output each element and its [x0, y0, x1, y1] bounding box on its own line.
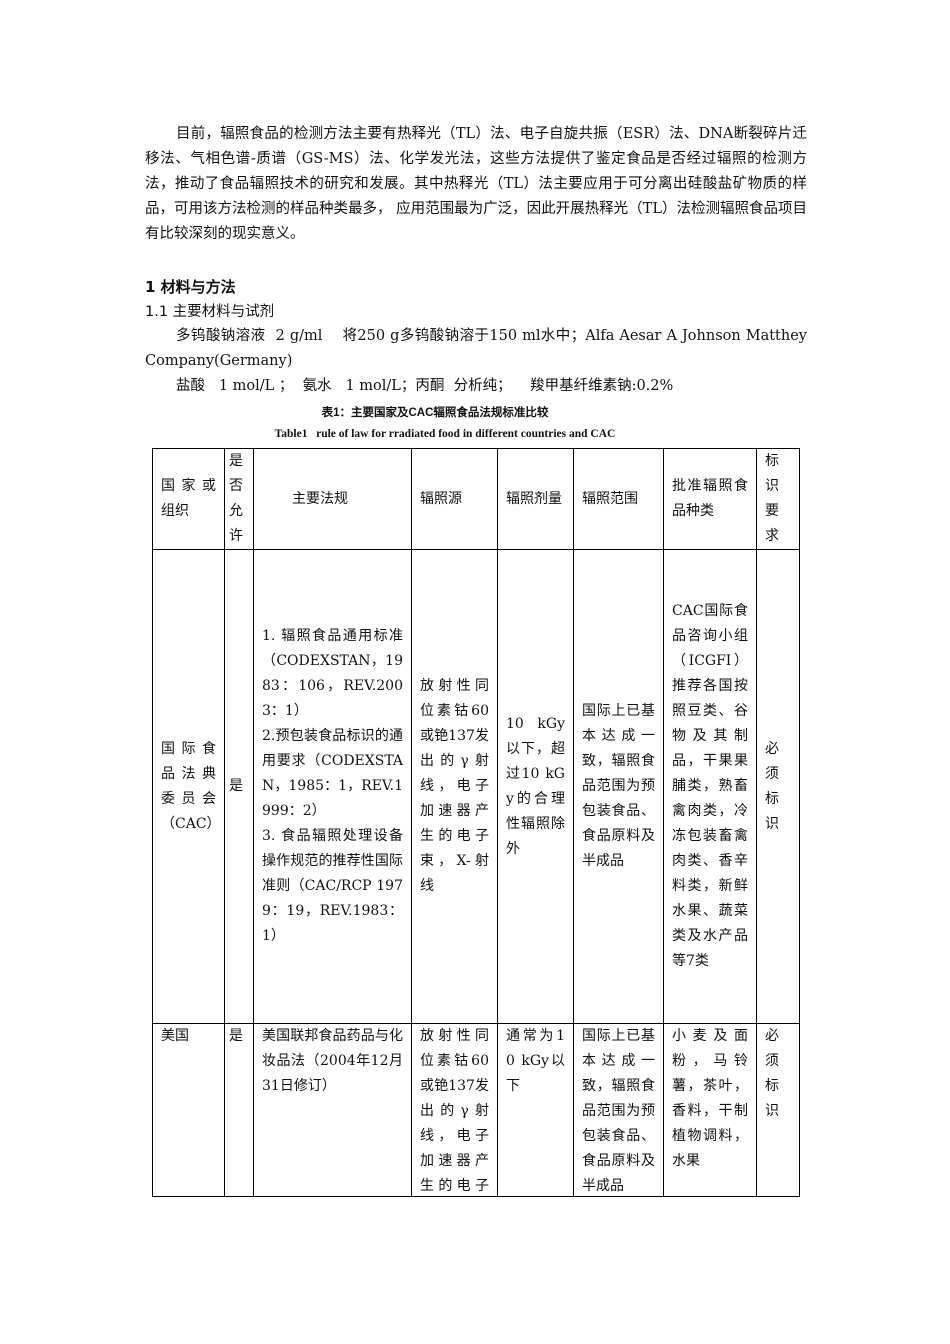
header-cell: 是否允许: [224, 448, 254, 550]
table-row: 美国 是 美国联邦食品药品与化妆品法（2004年12月31日修订） 放射性同位素…: [152, 1023, 800, 1197]
reagent-line-2: 盐酸 1 mol/L ； 氨水 1 mol/L；丙酮 分析纯； 羧甲基纤维素钠:…: [176, 378, 674, 394]
header-cell: 国家或组织: [152, 448, 225, 550]
table-bottom-border: [152, 1196, 800, 1197]
table-cell: 是: [224, 1023, 254, 1197]
table-cell: 放射性同位素钴60或铯137发出的γ射线，电子加速器产生的电子束: [411, 1023, 498, 1197]
reagent-line-1: 多钨酸钠溶液 2 g/ml 将250 g多钨酸钠溶于150 ml水中；Alfa …: [145, 328, 812, 369]
table-cell: 10 kGy以下，超过10 kGy的合理性辐照除外: [497, 549, 574, 1024]
table-cell: 国际食品法典委员会（CAC）: [152, 549, 225, 1024]
table-cell: 1. 辐照食品通用标准（CODEXSTAN，1983：106，REV.2003：…: [253, 549, 412, 1024]
table-cell: 国际上已基本达成一致，辐照食品范围为预包装食品、食品原料及半成品: [573, 1023, 664, 1197]
table-caption-en: Table1 rule of law for rradiated food in…: [274, 428, 616, 440]
header-cell: 标识要求: [756, 448, 800, 550]
header-cell: 辐照源: [411, 448, 498, 550]
header-cell: 辐照剂量: [497, 448, 574, 550]
table-cell: 必须标识: [756, 549, 800, 1024]
table-cell: 必须标识: [756, 1023, 800, 1197]
header-cell: 辐照范围: [573, 448, 664, 550]
subsection-heading: 1.1 主要材料与试剂: [145, 304, 275, 320]
table-row: 国际食品法典委员会（CAC） 是 1. 辐照食品通用标准（CODEXSTAN，1…: [152, 549, 800, 1024]
table-cell: 国际上已基本达成一致，辐照食品范围为预包装食品、食品原料及半成品: [573, 549, 664, 1024]
intro-paragraph: 目前，辐照食品的检测方法主要有热释光（TL）法、电子自旋共振（ESR）法、DNA…: [145, 126, 807, 242]
section-heading: 1 材料与方法: [145, 278, 236, 296]
table-container: 国家或组织 是否允许 主要法规 辐照源 辐照剂量 辐照范围 批准辐照食品种类 标…: [140, 440, 820, 1197]
header-cell: 批准辐照食品种类: [663, 448, 757, 550]
table-cell: 小麦及面粉，马铃薯，茶叶，香料，干制植物调料，水果: [663, 1023, 757, 1197]
table-cell: 是: [224, 549, 254, 1024]
table-cell: 美国: [152, 1023, 225, 1197]
table-cell: 美国联邦食品药品与化妆品法（2004年12月31日修订）: [253, 1023, 412, 1197]
table-cell: 通常为10 kGy以下: [497, 1023, 574, 1197]
regulation-table: 国家或组织 是否允许 主要法规 辐照源 辐照剂量 辐照范围 批准辐照食品种类 标…: [152, 448, 800, 1197]
table-header-row: 国家或组织 是否允许 主要法规 辐照源 辐照剂量 辐照范围 批准辐照食品种类 标…: [152, 448, 800, 550]
header-cell: 主要法规: [253, 448, 412, 550]
table-cell: 放射性同位素钴60或铯137发出的γ射线，电子加速器产生的电子束，X-射线: [411, 549, 498, 1024]
table-caption-cn: 表1：主要国家及CAC辐照食品法规标准比较: [321, 407, 549, 419]
table-cell: CAC国际食品咨询小组（ICGFI）推荐各国按照豆类、谷物及其制品，干果果脯类，…: [663, 549, 757, 1024]
